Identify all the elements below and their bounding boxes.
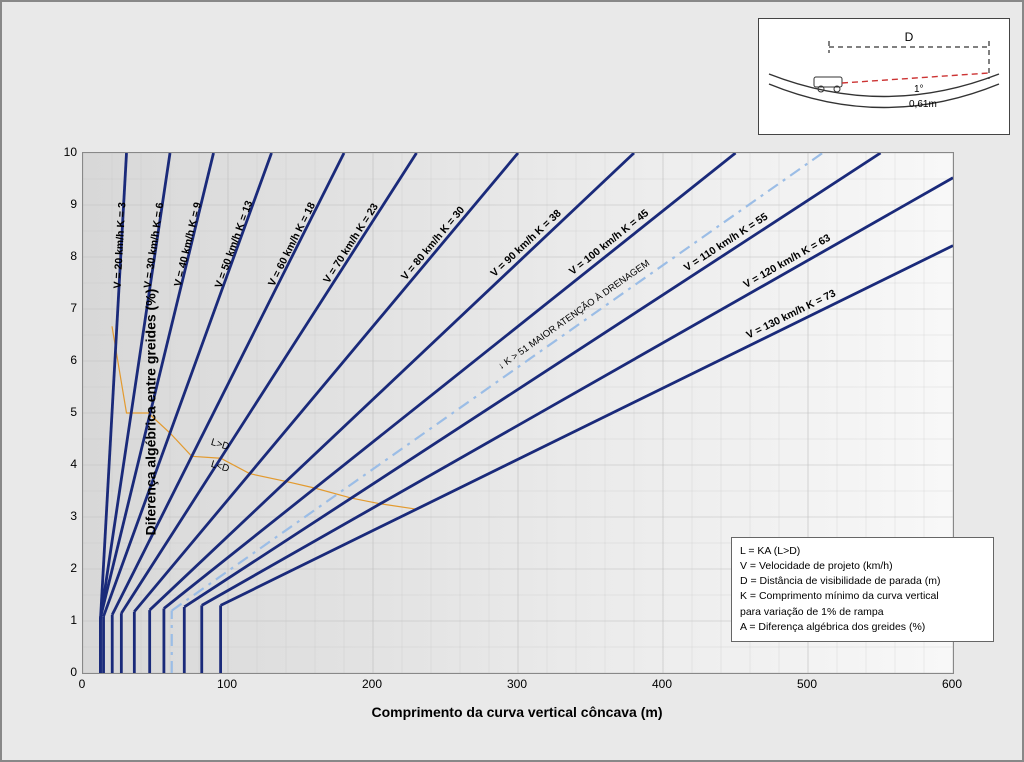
- legend-row: D = Distância de visibilidade de parada …: [740, 574, 985, 589]
- legend-row: L = KA (L>D): [740, 544, 985, 559]
- legend-box: L = KA (L>D)V = Velocidade de projeto (k…: [731, 537, 994, 642]
- y-tick: 0: [57, 665, 77, 679]
- legend-row: K = Comprimento mínimo da curva vertical…: [740, 589, 985, 619]
- x-tick: 200: [362, 677, 382, 691]
- chart-frame: D 1° 0,61m L = KA (L>D)V = Velocidade de…: [0, 0, 1024, 762]
- inset-d-label: D: [905, 30, 914, 44]
- y-axis-label: Diferença algébrica entre greides (%): [142, 289, 158, 536]
- legend-row: A = Diferença algébrica dos greides (%): [740, 620, 985, 635]
- x-axis-label: Comprimento da curva vertical côncava (m…: [82, 704, 952, 720]
- legend-row: V = Velocidade de projeto (km/h): [740, 559, 985, 574]
- x-tick: 100: [217, 677, 237, 691]
- y-tick: 5: [57, 405, 77, 419]
- y-tick: 6: [57, 353, 77, 367]
- y-tick: 9: [57, 197, 77, 211]
- y-tick: 7: [57, 301, 77, 315]
- y-tick: 10: [57, 145, 77, 159]
- y-tick: 4: [57, 457, 77, 471]
- inset-height: 0,61m: [909, 99, 937, 110]
- x-tick: 600: [942, 677, 962, 691]
- x-tick: 0: [79, 677, 86, 691]
- y-tick: 8: [57, 249, 77, 263]
- y-tick: 3: [57, 509, 77, 523]
- inset-angle: 1°: [914, 84, 924, 95]
- inset-diagram: D 1° 0,61m: [758, 18, 1010, 135]
- y-tick: 2: [57, 561, 77, 575]
- x-tick: 400: [652, 677, 672, 691]
- y-tick: 1: [57, 613, 77, 627]
- inset-svg: D 1° 0,61m: [759, 19, 1009, 134]
- x-tick: 300: [507, 677, 527, 691]
- x-tick: 500: [797, 677, 817, 691]
